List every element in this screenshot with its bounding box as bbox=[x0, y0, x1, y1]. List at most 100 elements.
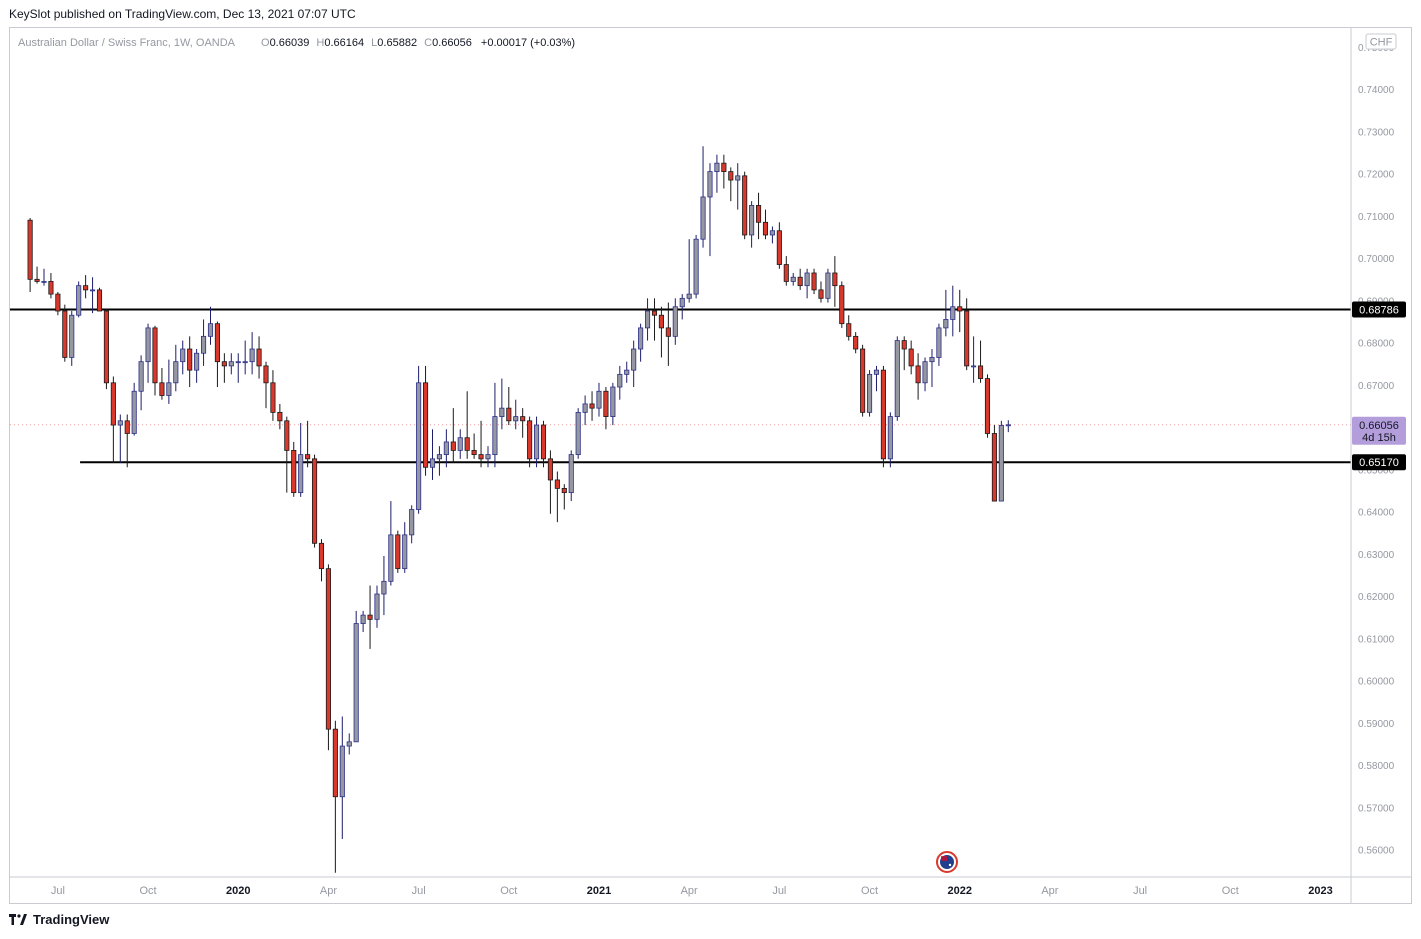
y-tick-label: 0.72000 bbox=[1358, 170, 1395, 181]
level-price-label: 0.65170 bbox=[1352, 454, 1406, 471]
candle-body bbox=[658, 314, 664, 329]
y-tick-label: 0.74000 bbox=[1358, 85, 1395, 96]
low-value: 0.65882 bbox=[377, 37, 417, 49]
candle-body bbox=[610, 386, 616, 417]
candle-body bbox=[582, 403, 588, 413]
candle-body bbox=[533, 424, 540, 460]
candle-up bbox=[887, 412, 893, 468]
candle-body bbox=[409, 509, 415, 536]
candle-down bbox=[818, 281, 824, 303]
candle-body bbox=[312, 458, 318, 544]
candle-up bbox=[138, 355, 144, 411]
candle-body bbox=[166, 382, 172, 396]
currency-badge-box bbox=[1365, 33, 1397, 50]
candle-down bbox=[277, 403, 283, 430]
x-tick-label: 2023 bbox=[1308, 885, 1332, 897]
candle-body bbox=[589, 403, 595, 409]
candle-body bbox=[194, 352, 200, 371]
candle-up bbox=[575, 408, 581, 459]
candle-down bbox=[797, 268, 803, 290]
candle-down bbox=[159, 368, 165, 400]
candle-body bbox=[422, 382, 429, 468]
candle-down bbox=[540, 420, 547, 468]
candle-body bbox=[866, 373, 873, 413]
candle-body bbox=[825, 272, 831, 299]
candle-up bbox=[381, 555, 387, 616]
candle-up bbox=[117, 414, 123, 464]
candle-up bbox=[228, 353, 234, 375]
candle-body bbox=[339, 745, 345, 798]
candle-body bbox=[499, 407, 505, 417]
candle-up bbox=[749, 201, 755, 248]
candle-body bbox=[207, 323, 214, 337]
candle-down bbox=[984, 374, 991, 438]
candle-body bbox=[478, 454, 484, 460]
candle-body bbox=[742, 175, 748, 236]
candle-up bbox=[998, 420, 1004, 502]
candle-up bbox=[499, 378, 505, 430]
candle-body bbox=[429, 458, 436, 468]
y-tick-label: 0.64000 bbox=[1358, 508, 1395, 519]
close-value: 0.66056 bbox=[432, 37, 472, 49]
candle-up bbox=[790, 272, 796, 286]
candle-body bbox=[860, 348, 866, 413]
candle-up bbox=[1005, 420, 1011, 433]
candlestick-chart[interactable]: 0.750000.740000.730000.720000.710000.700… bbox=[10, 28, 1411, 903]
candle-up bbox=[929, 349, 935, 388]
candle-down bbox=[776, 222, 782, 269]
candle-body bbox=[62, 310, 68, 358]
candle-body bbox=[520, 416, 526, 422]
candle-up bbox=[936, 323, 942, 366]
candle-body bbox=[117, 420, 123, 426]
candle-down bbox=[332, 720, 338, 873]
candle-body bbox=[305, 454, 311, 460]
candle-body bbox=[797, 276, 803, 287]
current-price-countdown: 4d 15h bbox=[1362, 432, 1396, 444]
candle-body bbox=[971, 365, 977, 368]
candle-up bbox=[180, 340, 186, 375]
candle-down bbox=[783, 256, 789, 286]
current-price-value: 0.66056 bbox=[1359, 420, 1399, 432]
high-value: 0.66164 bbox=[324, 37, 364, 49]
low-label: L bbox=[371, 37, 377, 49]
candle-body bbox=[832, 272, 838, 287]
candle-body bbox=[69, 314, 75, 358]
candle-body bbox=[76, 285, 82, 316]
candle-down bbox=[27, 218, 33, 292]
tradingview-footer[interactable]: TradingView bbox=[9, 912, 109, 927]
chart-frame[interactable]: 0.750000.740000.730000.720000.710000.700… bbox=[9, 27, 1412, 904]
candle-up bbox=[735, 163, 741, 210]
candle-body bbox=[964, 310, 970, 367]
candle-down bbox=[110, 376, 116, 464]
candle-up bbox=[131, 382, 137, 436]
australia-flag-icon[interactable] bbox=[936, 851, 958, 873]
candle-down bbox=[728, 167, 734, 202]
candle-down bbox=[832, 256, 838, 307]
candle-body bbox=[624, 369, 630, 375]
candle-body bbox=[402, 534, 408, 570]
candle-up bbox=[249, 332, 255, 375]
candle-body bbox=[436, 454, 442, 460]
candle-body bbox=[735, 175, 741, 181]
currency-badge[interactable]: CHF bbox=[1365, 33, 1397, 50]
level-price-label-box bbox=[1352, 301, 1406, 318]
candle-body bbox=[957, 306, 963, 312]
candle-body bbox=[755, 205, 762, 223]
candle-up bbox=[90, 277, 96, 314]
candle-down bbox=[908, 340, 914, 375]
candle-body bbox=[471, 449, 477, 456]
open-label: O bbox=[261, 37, 270, 49]
x-tick-label: Apr bbox=[1041, 885, 1058, 897]
candle-up bbox=[950, 285, 956, 337]
candle-up bbox=[610, 382, 616, 426]
candle-down bbox=[422, 365, 429, 476]
candle-down bbox=[312, 454, 318, 548]
candle-up bbox=[360, 610, 366, 633]
candle-body bbox=[124, 420, 130, 434]
x-tick-label: Jul bbox=[772, 885, 786, 897]
candle-body bbox=[873, 369, 880, 375]
candle-body bbox=[700, 196, 706, 240]
candle-body bbox=[769, 230, 775, 236]
y-tick-label: 0.56000 bbox=[1358, 846, 1395, 857]
candle-body bbox=[492, 416, 498, 456]
